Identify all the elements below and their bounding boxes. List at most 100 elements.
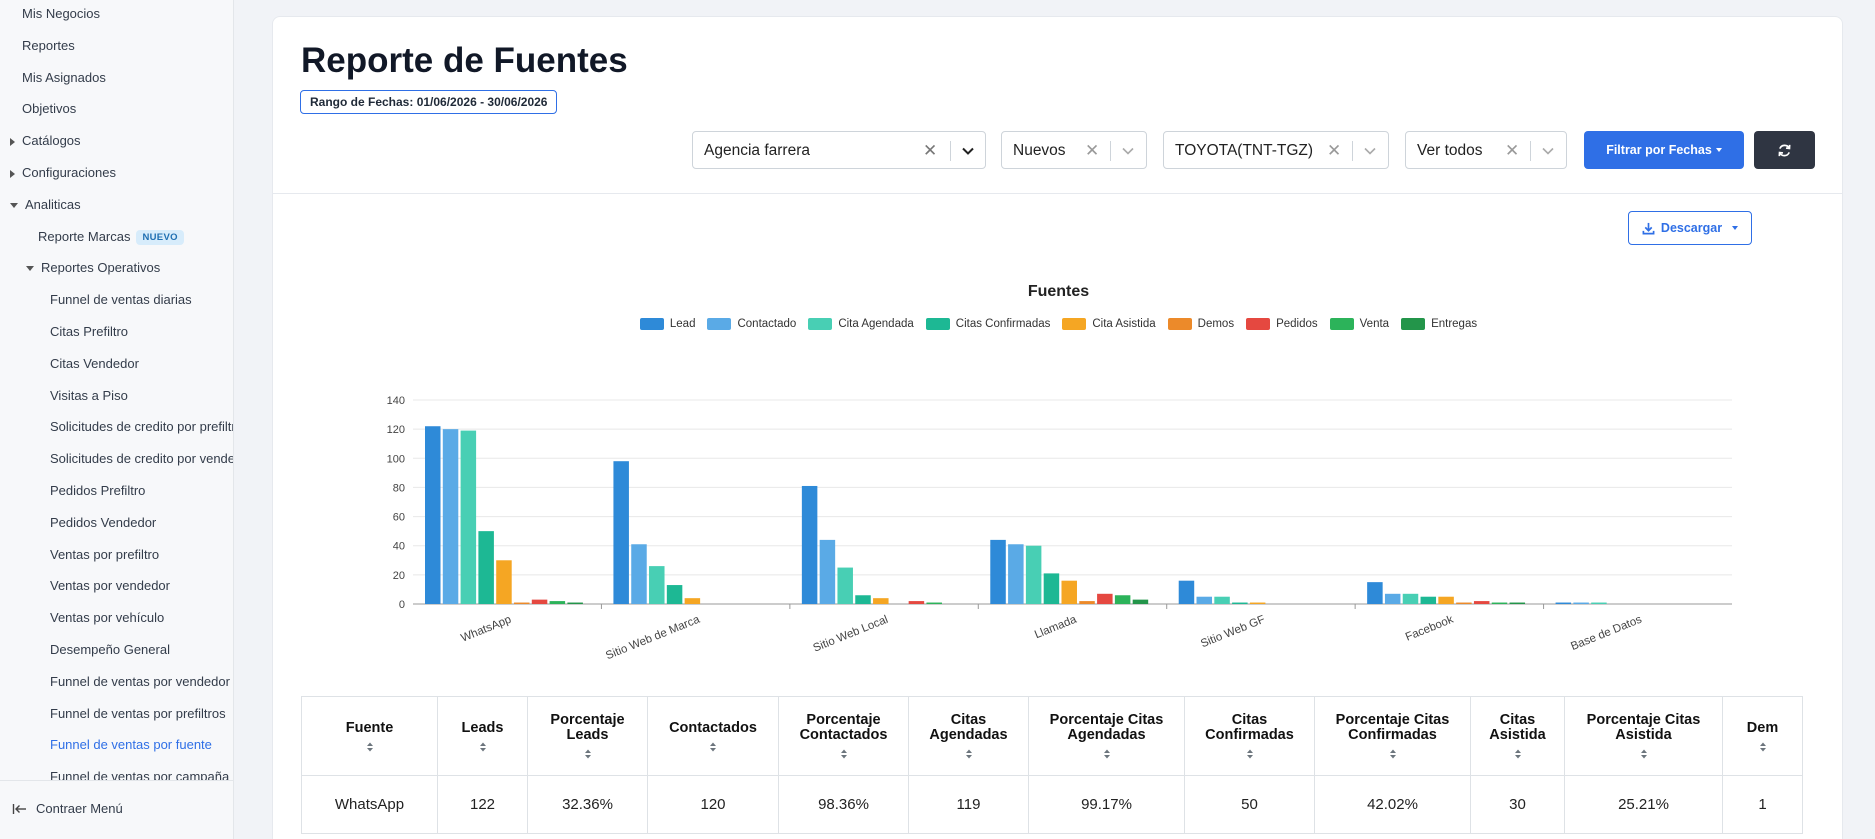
legend-swatch xyxy=(1329,318,1354,330)
brand-chevron-down-icon[interactable] xyxy=(1363,144,1377,158)
bar xyxy=(1079,601,1095,604)
column-header[interactable]: Contactados xyxy=(647,696,779,776)
sidebar-item[interactable]: Ventas por prefiltro xyxy=(50,547,159,562)
sidebar-item[interactable]: Pedidos Vendedor xyxy=(50,515,156,530)
legend-item[interactable]: Contactado xyxy=(707,318,796,330)
column-header[interactable]: Fuente xyxy=(301,696,438,776)
refresh-button[interactable] xyxy=(1754,131,1815,169)
column-header[interactable]: Citas Agendadas xyxy=(908,696,1029,776)
sort-icon[interactable] xyxy=(709,742,717,752)
column-header[interactable]: Porcentaje Leads xyxy=(527,696,648,776)
sidebar-item[interactable]: Pedidos Prefiltro xyxy=(50,483,145,498)
collapse-menu-button[interactable]: Contraer Menú xyxy=(12,801,123,816)
brand-clear-icon[interactable]: ✕ xyxy=(1327,141,1342,160)
legend-item[interactable]: Lead xyxy=(639,318,695,330)
sidebar-item[interactable]: Funnel de ventas diarias xyxy=(50,292,192,307)
sidebar-item[interactable]: Desempeño General xyxy=(50,642,170,657)
sort-icon[interactable] xyxy=(1103,749,1111,759)
sidebar-item[interactable]: Reportes Operativos xyxy=(26,260,160,275)
legend-item[interactable]: Citas Confirmadas xyxy=(925,318,1051,330)
sidebar-item[interactable]: Ventas por vendedor xyxy=(50,578,170,593)
sidebar-item[interactable]: Analiticas xyxy=(10,197,81,212)
legend-item[interactable]: Cita Agendada xyxy=(808,318,914,330)
bar xyxy=(1591,602,1607,604)
sidebar-item[interactable]: Objetivos xyxy=(22,101,76,116)
download-button[interactable]: Descargar xyxy=(1628,211,1752,245)
sidebar-item[interactable]: Mis Asignados xyxy=(22,70,106,85)
column-header[interactable]: Citas Asistida xyxy=(1470,696,1565,776)
sidebar-item[interactable]: Citas Prefiltro xyxy=(50,324,128,339)
column-header[interactable]: Porcentaje Citas Agendadas xyxy=(1028,696,1185,776)
sidebar-item-label: Visitas a Piso xyxy=(50,387,128,403)
sidebar-item[interactable]: Funnel de ventas por fuente xyxy=(50,737,212,752)
sort-icon[interactable] xyxy=(840,749,848,759)
view-chevron-down-icon[interactable] xyxy=(1541,144,1555,158)
sidebar-item[interactable]: Solicitudes de credito por prefiltro xyxy=(50,419,233,434)
sort-icon[interactable] xyxy=(366,742,374,752)
table-cell: 99.17% xyxy=(1028,775,1185,834)
column-header[interactable]: Dem xyxy=(1722,696,1803,776)
agency-select[interactable]: Agencia farrera ✕ xyxy=(692,131,986,169)
sidebar-item[interactable]: Ventas por vehículo xyxy=(50,610,164,625)
column-header[interactable]: Leads xyxy=(437,696,528,776)
table-cell: 50 xyxy=(1184,775,1315,834)
bar xyxy=(1008,544,1024,604)
bar xyxy=(1473,601,1490,604)
view-clear-icon[interactable]: ✕ xyxy=(1505,141,1520,160)
sidebar-item-label: Citas Vendedor xyxy=(50,355,139,371)
legend-item[interactable]: Cita Asistida xyxy=(1062,318,1156,330)
column-header-label: Porcentaje Citas xyxy=(1335,712,1450,728)
bar xyxy=(1420,596,1437,604)
brand-select[interactable]: TOYOTA(TNT-TGZ) ✕ xyxy=(1163,131,1389,169)
column-header[interactable]: Citas Confirmadas xyxy=(1184,696,1315,776)
agency-chevron-down-icon[interactable] xyxy=(961,144,975,158)
bar xyxy=(1555,602,1572,604)
sidebar-item-label: Ventas por vendedor xyxy=(50,578,170,594)
sort-icon[interactable] xyxy=(1640,749,1648,759)
sort-icon[interactable] xyxy=(965,749,973,759)
sort-icon[interactable] xyxy=(584,749,592,759)
filter-dates-button[interactable]: Filtrar por Fechas xyxy=(1584,131,1744,169)
sort-icon[interactable] xyxy=(1759,742,1767,752)
sidebar-item-label: Funnel de ventas por fuente xyxy=(50,737,212,753)
sidebar-item[interactable]: Funnel de ventas por vendedor xyxy=(50,674,230,689)
sidebar-item-label: Funnel de ventas por campaña xyxy=(50,769,230,780)
sidebar-menu[interactable]: Mis Negocios Reportes Mis Asignados Objetiv… xyxy=(0,0,233,780)
sidebar-item[interactable]: Funnel de ventas por prefiltros xyxy=(50,706,226,721)
sort-icon[interactable] xyxy=(1514,749,1522,759)
column-header[interactable]: Porcentaje Citas Asistida xyxy=(1564,696,1723,776)
bar xyxy=(631,544,647,604)
sidebar-item-label: Pedidos Prefiltro xyxy=(50,483,146,498)
sidebar-item-label: Funnel de ventas diarias xyxy=(50,292,192,308)
bar xyxy=(1178,580,1195,604)
legend-item[interactable]: Venta xyxy=(1329,318,1389,330)
table-cell: 119 xyxy=(908,775,1029,834)
sidebar-item[interactable]: Reporte Marcas NUEVO xyxy=(38,229,184,245)
legend-label: Citas Confirmadas xyxy=(955,318,1051,330)
bar xyxy=(1232,602,1248,604)
sort-icon[interactable] xyxy=(1389,749,1397,759)
column-header[interactable]: Porcentaje Contactados xyxy=(778,696,909,776)
sidebar-item[interactable]: Catálogos xyxy=(10,133,81,148)
sidebar-item-label: Ventas por vehículo xyxy=(50,610,165,626)
legend-item[interactable]: Pedidos xyxy=(1246,318,1318,330)
sidebar-item[interactable]: Funnel de ventas por campaña xyxy=(50,769,229,780)
column-header[interactable]: Porcentaje Citas Confirmadas xyxy=(1314,696,1471,776)
legend-item[interactable]: Demos xyxy=(1167,318,1234,330)
bar xyxy=(442,429,459,604)
sidebar-item[interactable]: Solicitudes de credito por vendedor xyxy=(50,451,233,466)
legend-item[interactable]: Entregas xyxy=(1401,318,1477,330)
sidebar-item[interactable]: Visitas a Piso xyxy=(50,388,128,403)
sidebar-item[interactable]: Reportes xyxy=(22,38,75,53)
status-chevron-down-icon[interactable] xyxy=(1121,144,1135,158)
sidebar-item[interactable]: Citas Vendedor xyxy=(50,356,139,371)
sidebar-item[interactable]: Configuraciones xyxy=(10,165,116,180)
agency-clear-icon[interactable]: ✕ xyxy=(923,141,938,160)
sort-icon[interactable] xyxy=(1246,749,1254,759)
view-select[interactable]: Ver todos ✕ xyxy=(1405,131,1567,169)
legend-swatch xyxy=(707,318,732,330)
status-clear-icon[interactable]: ✕ xyxy=(1085,141,1100,160)
sort-icon[interactable] xyxy=(479,742,487,752)
status-select[interactable]: Nuevos ✕ xyxy=(1001,131,1147,169)
sidebar-item[interactable]: Mis Negocios xyxy=(22,6,100,21)
